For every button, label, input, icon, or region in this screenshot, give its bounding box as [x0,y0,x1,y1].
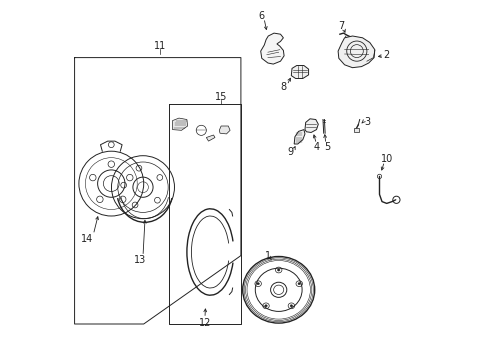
Circle shape [392,196,399,203]
Polygon shape [172,118,187,130]
Polygon shape [305,119,318,132]
Text: 12: 12 [198,318,211,328]
Text: 1: 1 [264,251,270,261]
Text: 6: 6 [258,11,264,21]
Text: 3: 3 [363,117,369,127]
Text: 4: 4 [313,142,319,152]
Polygon shape [294,130,305,144]
Polygon shape [206,135,215,141]
Text: 14: 14 [81,234,93,244]
Text: 13: 13 [134,255,146,265]
Ellipse shape [277,269,280,271]
Text: 2: 2 [383,50,389,60]
Ellipse shape [289,305,292,307]
Text: 9: 9 [286,147,293,157]
Ellipse shape [264,305,267,307]
Text: 7: 7 [338,21,344,31]
Text: 10: 10 [380,154,392,164]
Bar [353,128,359,132]
Polygon shape [291,66,308,78]
Polygon shape [260,33,284,64]
Circle shape [377,174,381,179]
Polygon shape [219,126,230,134]
Text: 8: 8 [280,82,286,92]
Polygon shape [337,36,374,68]
Text: 11: 11 [153,41,166,51]
Ellipse shape [297,283,300,285]
Text: 15: 15 [214,92,226,102]
Ellipse shape [256,283,259,285]
Text: 5: 5 [324,142,330,152]
